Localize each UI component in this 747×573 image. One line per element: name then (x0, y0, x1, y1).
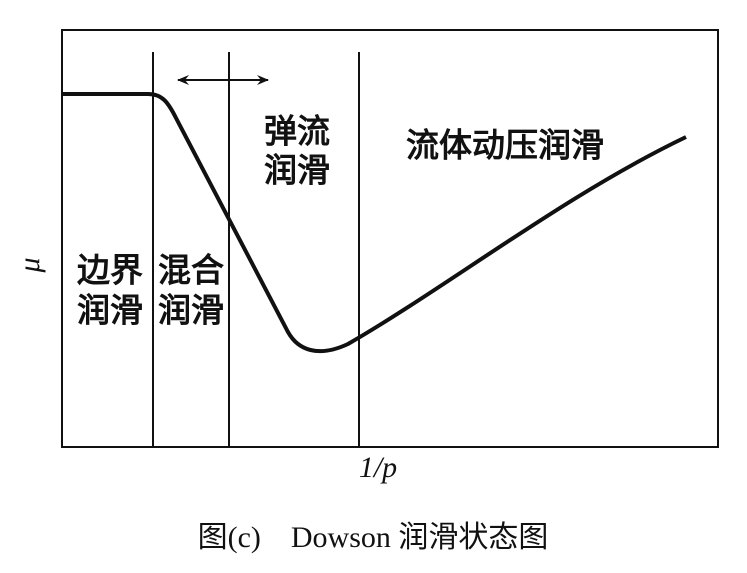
x-axis-label: 1/p (359, 451, 397, 484)
region-label: 边界 (77, 251, 143, 290)
region-label: 润滑 (264, 151, 330, 190)
region-label: 流体动压润滑 (406, 126, 604, 165)
region-label: 弹流 (264, 112, 330, 151)
caption: 图(c) Dowson 润滑状态图 (198, 521, 549, 554)
y-axis-label: μ (13, 257, 46, 273)
region-label: 润滑 (158, 291, 224, 330)
friction-curve (62, 92, 687, 354)
frame (61, 29, 719, 448)
region-label: 润滑 (77, 291, 143, 330)
region-label: 混合 (158, 251, 224, 290)
